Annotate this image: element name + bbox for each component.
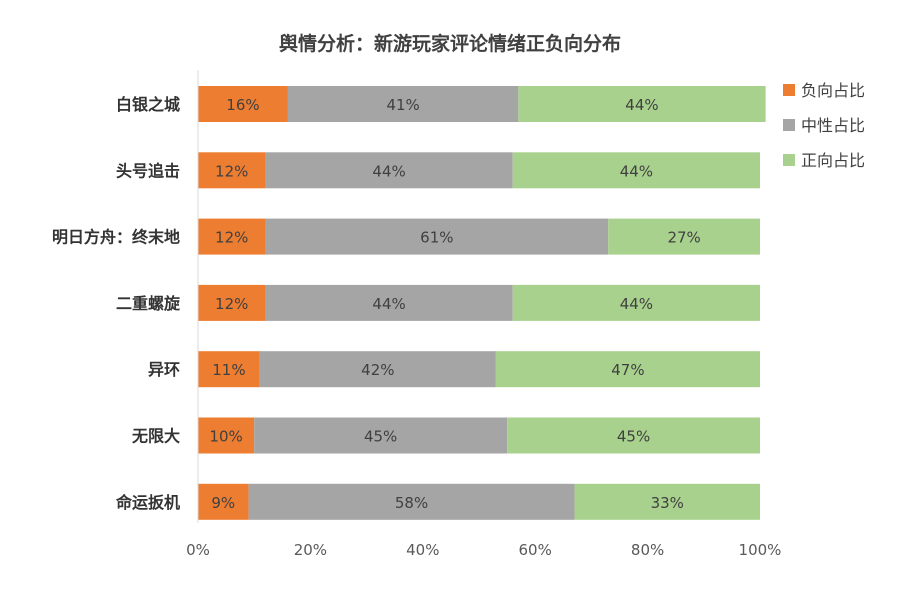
data-label: 47% bbox=[611, 361, 644, 379]
category-label: 白银之城 bbox=[116, 95, 180, 114]
bar-segment bbox=[198, 284, 266, 321]
data-label: 42% bbox=[361, 361, 394, 379]
bar-segment bbox=[259, 351, 496, 388]
data-label: 44% bbox=[372, 162, 405, 180]
bar-segment bbox=[254, 417, 508, 454]
data-label: 12% bbox=[215, 162, 248, 180]
bar-segment bbox=[265, 152, 513, 189]
bar-segment bbox=[507, 417, 760, 454]
bar-segment bbox=[512, 152, 760, 189]
data-label: 44% bbox=[372, 295, 405, 313]
bar-segment bbox=[198, 483, 249, 520]
data-label: 41% bbox=[386, 96, 419, 114]
category-label: 无限大 bbox=[131, 427, 180, 446]
x-tick-label: 0% bbox=[186, 541, 210, 559]
bar-segment bbox=[265, 218, 609, 255]
bar-segment bbox=[198, 86, 288, 122]
category-label: 异环 bbox=[148, 360, 180, 379]
data-label: 11% bbox=[212, 361, 245, 379]
legend-swatch bbox=[783, 84, 795, 96]
data-label: 12% bbox=[215, 295, 248, 313]
legend-label: 中性占比 bbox=[801, 116, 865, 135]
bar-segment bbox=[198, 152, 266, 189]
data-label: 58% bbox=[395, 494, 428, 512]
bar-segment bbox=[198, 417, 255, 454]
bar-segment bbox=[287, 86, 519, 122]
data-label: 44% bbox=[620, 162, 653, 180]
category-label: 头号追击 bbox=[116, 161, 180, 180]
data-label: 44% bbox=[620, 295, 653, 313]
bar-segment bbox=[495, 351, 760, 388]
data-label: 9% bbox=[211, 494, 235, 512]
bar-segment bbox=[608, 218, 760, 255]
data-label: 12% bbox=[215, 229, 248, 247]
data-label: 27% bbox=[667, 229, 700, 247]
chart-title: 舆情分析：新游玩家评论情绪正负向分布 bbox=[278, 33, 621, 55]
data-label: 16% bbox=[226, 96, 259, 114]
category-label: 二重螺旋 bbox=[116, 294, 181, 313]
data-label: 10% bbox=[209, 428, 242, 446]
data-label: 45% bbox=[364, 428, 397, 446]
data-label: 61% bbox=[420, 229, 453, 247]
legend-swatch bbox=[783, 154, 795, 166]
category-label: 明日方舟：终末地 bbox=[52, 228, 180, 247]
data-label: 45% bbox=[617, 428, 650, 446]
bar-segment bbox=[265, 284, 513, 321]
data-label: 33% bbox=[651, 494, 684, 512]
bar-segment bbox=[518, 86, 766, 122]
legend-label: 正向占比 bbox=[801, 151, 865, 170]
x-tick-label: 100% bbox=[739, 541, 782, 559]
bar-segment bbox=[198, 218, 266, 255]
bar-segment bbox=[198, 351, 260, 388]
bar-segment bbox=[248, 483, 575, 520]
category-label: 命运扳机 bbox=[115, 493, 180, 512]
legend-label: 负向占比 bbox=[801, 81, 865, 100]
bar-segment bbox=[574, 483, 760, 520]
x-tick-label: 60% bbox=[519, 541, 552, 559]
bar-segment bbox=[512, 284, 760, 321]
x-tick-label: 80% bbox=[631, 541, 664, 559]
x-tick-label: 20% bbox=[294, 541, 327, 559]
data-label: 44% bbox=[625, 96, 658, 114]
legend-swatch bbox=[783, 119, 795, 131]
x-tick-label: 40% bbox=[406, 541, 439, 559]
